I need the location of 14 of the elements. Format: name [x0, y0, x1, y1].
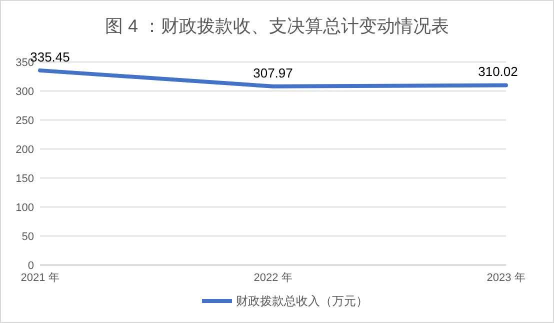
y-tick-label: 0 — [28, 260, 34, 272]
x-tick-label: 2023 年 — [486, 272, 526, 284]
x-tick-label: 2022 年 — [254, 272, 292, 284]
legend-label: 财政拨款总收入（万元） — [236, 294, 368, 308]
y-tick-label: 200 — [16, 144, 34, 156]
data-label: 307.97 — [253, 65, 293, 80]
y-tick-label: 150 — [16, 173, 34, 185]
y-tick-label: 100 — [16, 202, 34, 214]
y-tick-label: 50 — [22, 231, 34, 243]
y-tick-label: 250 — [16, 115, 34, 127]
chart-title: 图 4 ：财政拨款收、支决算总计变动情况表 — [104, 16, 450, 36]
y-tick-label: 300 — [16, 86, 34, 98]
x-tick-label: 2021 年 — [20, 272, 60, 284]
data-label: 310.02 — [478, 64, 518, 80]
